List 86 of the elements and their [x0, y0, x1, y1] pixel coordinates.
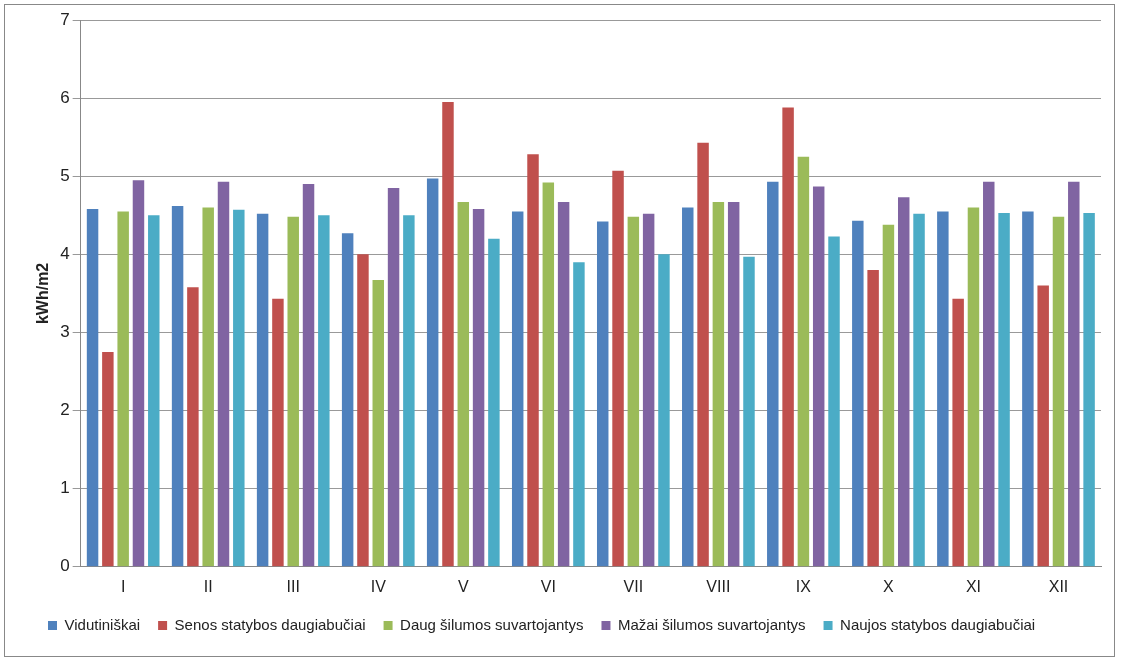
bar [952, 298, 964, 567]
y-tick-label: 0 [60, 556, 70, 576]
bar [1083, 212, 1095, 567]
bar [1052, 216, 1065, 567]
bar [287, 216, 299, 567]
bar [1068, 181, 1080, 567]
bar [472, 209, 485, 567]
bar [682, 207, 694, 567]
y-tick-label: 4 [60, 244, 70, 264]
bar [117, 211, 129, 567]
bar [233, 209, 245, 567]
bar [442, 102, 454, 567]
bar [913, 213, 925, 567]
bar [852, 220, 864, 567]
x-tick-label: IV [370, 577, 387, 595]
x-tick-label: II [203, 577, 213, 595]
bar [642, 213, 655, 567]
legend-label: Naujos statybos daugiabučiai [840, 615, 1036, 633]
bar [937, 211, 949, 567]
bar [357, 254, 369, 567]
bar [767, 181, 779, 567]
bar [983, 181, 995, 567]
bar [658, 254, 670, 567]
y-tick-label: 6 [60, 87, 70, 107]
bar [627, 216, 640, 567]
bar [341, 233, 354, 567]
bar [511, 211, 524, 567]
x-tick-label: V [457, 577, 469, 595]
bar [102, 351, 114, 567]
bar [488, 238, 500, 567]
bar [828, 236, 840, 567]
legend-label: Daug šilumos suvartojantys [400, 615, 584, 633]
bar [712, 202, 725, 567]
bar [1037, 285, 1049, 567]
bar [372, 280, 384, 567]
y-tick-label: 1 [60, 478, 70, 498]
bar [542, 182, 555, 567]
y-tick-label: 5 [60, 165, 70, 185]
bar [967, 207, 980, 567]
x-tick-label: VII [623, 577, 644, 595]
bar [457, 202, 470, 567]
bar [132, 180, 145, 567]
bar [272, 298, 284, 567]
y-tick-label: 2 [60, 400, 70, 420]
bar [998, 212, 1010, 567]
bar [727, 202, 740, 567]
bar [527, 154, 539, 567]
x-tick-label: III [286, 577, 300, 595]
legend-label: Vidutiniškai [64, 615, 141, 633]
bar [697, 142, 709, 567]
bar [882, 224, 895, 567]
x-tick-label: XII [1048, 577, 1069, 595]
legend-label: Mažai šilumos suvartojantys [617, 615, 806, 633]
bar [148, 215, 160, 567]
bar [557, 202, 570, 567]
bar [897, 197, 910, 567]
y-axis-title: kWh/m2 [34, 262, 52, 325]
legend-label: Senos statybos daugiabučiai [174, 615, 366, 633]
bar [256, 213, 269, 567]
x-tick-label: X [883, 577, 895, 595]
x-tick-label: I [120, 577, 126, 595]
bar [187, 287, 199, 567]
bar [797, 156, 810, 567]
x-tick-label: VIII [706, 577, 731, 595]
x-tick-label: VI [540, 577, 556, 595]
y-tick-label: 7 [60, 9, 70, 29]
bar [782, 107, 794, 567]
bar [812, 186, 825, 567]
bar [612, 170, 624, 567]
bar [387, 187, 400, 567]
y-tick-label: 3 [60, 322, 70, 342]
bar [596, 221, 609, 567]
bar [217, 181, 230, 567]
bar [426, 178, 439, 567]
bar [573, 262, 585, 567]
bar [302, 184, 315, 567]
bar [171, 205, 184, 567]
bar [86, 209, 99, 567]
bar [202, 207, 214, 567]
bar [867, 269, 879, 567]
bar [743, 256, 755, 567]
bar [403, 215, 415, 567]
bar [318, 215, 330, 567]
bar [1022, 211, 1034, 567]
x-tick-label: IX [795, 577, 812, 595]
x-tick-label: XI [965, 577, 982, 595]
